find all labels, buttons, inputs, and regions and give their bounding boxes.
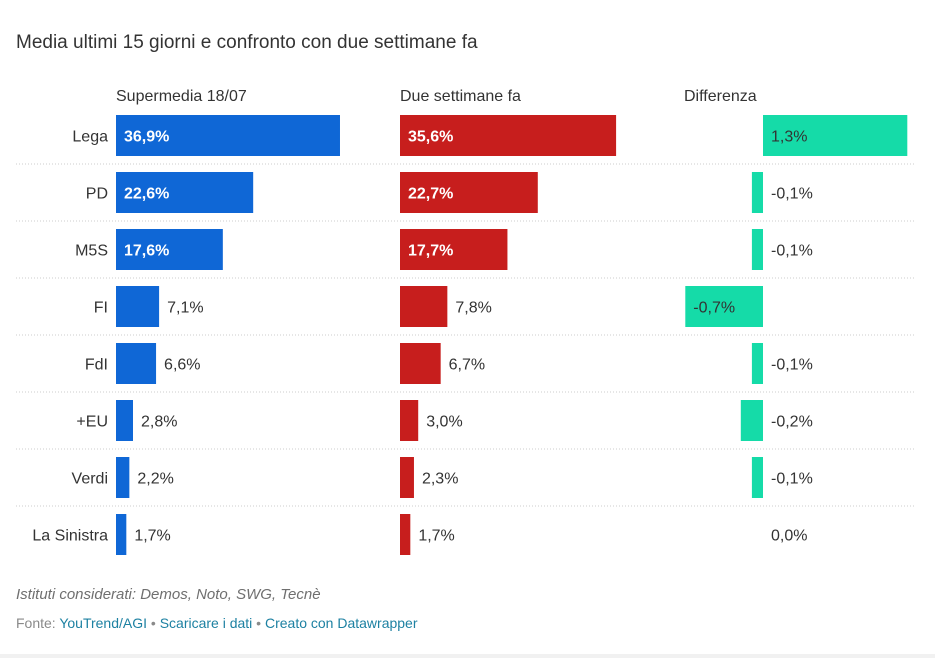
bar-difference: [763, 115, 908, 156]
bar-difference: [685, 286, 763, 327]
category-label: Lega: [72, 129, 108, 146]
bar-previous: [400, 400, 419, 441]
category-label: +EU: [76, 414, 108, 431]
value-label-difference: -0,1%: [771, 243, 813, 260]
value-label-difference: -0,1%: [771, 186, 813, 203]
bar-current: [116, 229, 223, 270]
datawrapper-link[interactable]: Creato con Datawrapper: [264, 615, 418, 631]
bar-previous: [400, 457, 414, 498]
value-label-difference: -0,2%: [771, 414, 813, 431]
category-label: Verdi: [72, 471, 108, 488]
bar-current: [116, 172, 254, 213]
column-header-difference: Differenza: [684, 88, 757, 105]
footer-separator-1: •: [147, 615, 160, 631]
value-label-previous: 7,8%: [455, 300, 491, 317]
value-label-current: 6,6%: [164, 357, 200, 374]
value-label-previous: 3,0%: [426, 414, 462, 431]
bottom-strip: [0, 654, 935, 658]
bar-difference: [751, 229, 763, 270]
bar-current: [116, 400, 133, 441]
category-label: FdI: [85, 357, 108, 374]
column-header-current: Supermedia 18/07: [116, 88, 247, 105]
bar-previous: [400, 229, 508, 270]
category-label: M5S: [75, 243, 108, 260]
value-label-current: 17,6%: [124, 243, 169, 260]
source-link[interactable]: YouTrend/AGI: [59, 615, 148, 631]
value-label-previous: 22,7%: [408, 186, 453, 203]
value-label-previous: 35,6%: [408, 129, 453, 146]
bar-previous: [400, 172, 538, 213]
bar-difference: [751, 172, 763, 213]
column-header-previous: Due settimane fa: [400, 88, 521, 105]
bar-previous: [400, 115, 617, 156]
bar-previous: [400, 343, 441, 384]
download-data-link[interactable]: Scaricare i dati: [159, 615, 253, 631]
category-label: FI: [94, 300, 108, 317]
bar-current: [116, 115, 340, 156]
value-label-current: 2,8%: [141, 414, 177, 431]
value-label-current: 1,7%: [134, 528, 170, 545]
footer-separator-2: •: [252, 615, 265, 631]
value-label-previous: 1,7%: [418, 528, 454, 545]
chart-title: Media ultimi 15 giorni e confronto con d…: [16, 32, 478, 53]
value-label-current: 36,9%: [124, 129, 169, 146]
footer-prefix: Fonte:: [16, 615, 60, 631]
bar-current: [116, 457, 130, 498]
source-note: Istituti considerati: Demos, Noto, SWG, …: [16, 586, 321, 603]
bar-current: [116, 343, 157, 384]
value-label-difference: -0,1%: [771, 471, 813, 488]
category-label: PD: [86, 186, 108, 203]
footer: Fonte: YouTrend/AGI • Scaricare i dati •…: [16, 615, 418, 631]
value-label-difference: 1,3%: [771, 129, 807, 146]
bar-previous: [400, 286, 448, 327]
bar-chart: Lega 36,9% 35,6% 1,3% PD 22,6% 22,7% -0,1% M5S 17…: [16, 115, 915, 555]
value-label-current: 2,2%: [137, 471, 173, 488]
value-label-previous: 17,7%: [408, 243, 453, 260]
value-label-difference: -0,7%: [693, 300, 735, 317]
value-label-difference: -0,1%: [771, 357, 813, 374]
value-label-difference: 0,0%: [771, 528, 807, 545]
bar-difference: [751, 457, 763, 498]
bar-difference: [740, 400, 763, 441]
value-label-current: 7,1%: [167, 300, 203, 317]
value-label-previous: 2,3%: [422, 471, 458, 488]
category-label: La Sinistra: [32, 528, 108, 545]
bar-current: [116, 514, 127, 555]
bar-current: [116, 286, 160, 327]
value-label-previous: 6,7%: [449, 357, 485, 374]
value-label-current: 22,6%: [124, 186, 169, 203]
bar-difference: [751, 343, 763, 384]
bar-previous: [400, 514, 411, 555]
